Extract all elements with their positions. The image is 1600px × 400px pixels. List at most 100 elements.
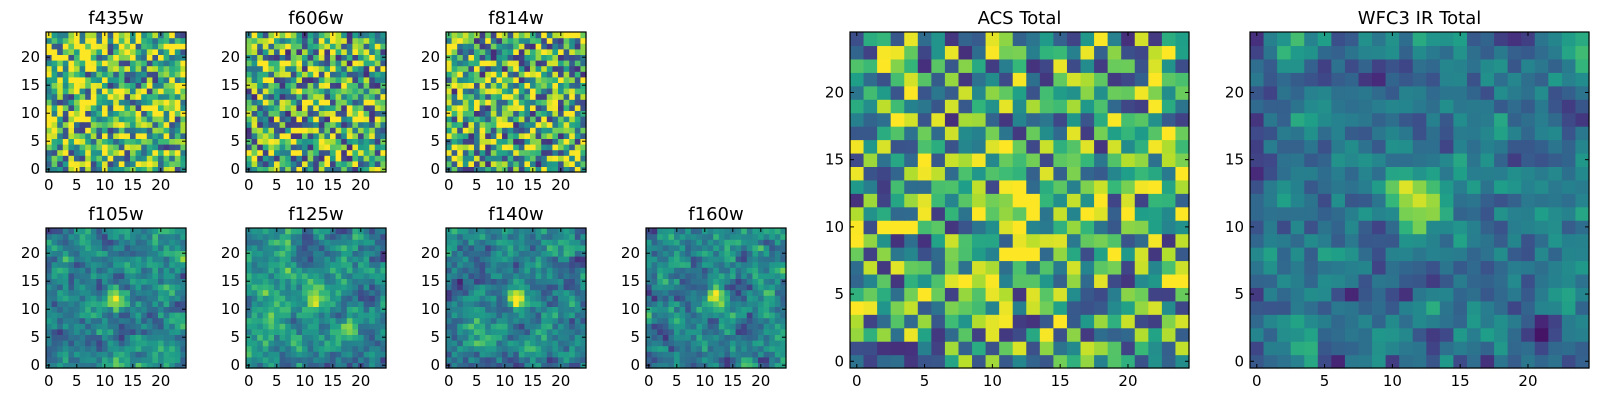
heatmap-cell	[307, 160, 314, 167]
heatmap-cell	[507, 239, 514, 246]
heatmap-cell	[130, 104, 137, 111]
heatmap-cell	[85, 289, 92, 296]
heatmap-cell	[552, 267, 559, 274]
heatmap-cell	[262, 82, 269, 89]
heatmap-cell	[302, 76, 309, 83]
heatmap-cell	[96, 256, 103, 263]
heatmap-cell	[446, 160, 453, 167]
heatmap-cell	[580, 32, 587, 39]
heatmap-cell	[307, 76, 314, 83]
heatmap-cell	[330, 43, 337, 50]
heatmap-cell	[741, 328, 748, 335]
heatmap-cell	[552, 76, 559, 83]
heatmap-cell	[485, 317, 492, 324]
heatmap-cell	[363, 71, 370, 78]
heatmap-cell	[735, 256, 742, 263]
heatmap-cell	[79, 284, 86, 291]
heatmap-cell	[62, 351, 69, 358]
heatmap-cell	[257, 110, 264, 117]
heatmap-cell	[457, 37, 464, 44]
heatmap-cell	[1161, 233, 1177, 248]
heatmap-cell	[718, 239, 725, 246]
heatmap-cell	[152, 43, 159, 50]
heatmap-cell	[758, 317, 765, 324]
heatmap-cell	[302, 88, 309, 95]
heatmap-cell	[352, 233, 359, 240]
heatmap-cell	[85, 104, 92, 111]
heatmap-cell	[468, 116, 475, 123]
heatmap-cell	[451, 295, 458, 302]
heatmap-cell	[274, 149, 281, 156]
heatmap-cell	[146, 300, 153, 307]
heatmap-cell	[307, 132, 314, 139]
heatmap-cell	[1121, 193, 1136, 208]
heatmap-cell	[113, 43, 120, 50]
heatmap-cell	[90, 121, 97, 128]
heatmap-cell	[580, 356, 587, 363]
heatmap-cell	[490, 93, 497, 100]
heatmap-cell	[1107, 206, 1122, 221]
heatmap-cell	[646, 284, 653, 291]
heatmap-cell	[524, 340, 531, 347]
heatmap-cell	[68, 71, 75, 78]
heatmap-cell	[113, 340, 120, 347]
heatmap-cell	[462, 82, 469, 89]
x-tick-label: 5	[272, 372, 282, 390]
heatmap-cell	[769, 261, 776, 268]
heatmap-cell	[146, 323, 153, 330]
heatmap-cell	[169, 155, 176, 162]
heatmap-cell	[358, 351, 365, 358]
heatmap-cell	[174, 32, 181, 39]
heatmap-cell	[524, 284, 531, 291]
heatmap-cell	[569, 250, 576, 257]
heatmap-cell	[341, 334, 348, 341]
heatmap-cell	[268, 345, 275, 352]
heatmap-cell	[113, 328, 120, 335]
heatmap-cell	[274, 132, 281, 139]
heatmap-cell	[985, 166, 1000, 181]
heatmap-cell	[358, 60, 365, 67]
heatmap-cell	[774, 228, 781, 235]
heatmap-cell	[118, 144, 125, 151]
heatmap-cell	[290, 127, 297, 134]
heatmap-cell	[169, 362, 176, 369]
heatmap-cell	[541, 144, 548, 151]
heatmap-cell	[57, 71, 64, 78]
heatmap-cell	[313, 144, 320, 151]
heatmap-cell	[646, 323, 653, 330]
heatmap-cell	[307, 250, 314, 257]
heatmap-cell	[57, 82, 64, 89]
heatmap-cell	[341, 132, 348, 139]
heatmap-cell	[696, 345, 703, 352]
heatmap-cell	[330, 149, 337, 156]
heatmap-cell	[646, 295, 653, 302]
heatmap-cell	[485, 99, 492, 106]
heatmap-cell	[707, 239, 714, 246]
heatmap-cell	[341, 82, 348, 89]
heatmap-cell	[307, 284, 314, 291]
heatmap-cell	[68, 43, 75, 50]
heatmap-cell	[904, 233, 919, 248]
heatmap-cell	[850, 233, 865, 248]
heatmap-cell	[374, 239, 381, 246]
heatmap-cell	[741, 356, 748, 363]
heatmap-cell	[79, 267, 86, 274]
heatmap-cell	[735, 233, 742, 240]
heatmap-cell	[518, 233, 525, 240]
heatmap-cell	[462, 362, 469, 369]
heatmap-cell	[558, 284, 565, 291]
heatmap-cell	[679, 284, 686, 291]
heatmap-cell	[490, 110, 497, 117]
heatmap-cell	[85, 121, 92, 128]
heatmap-cell	[513, 32, 520, 39]
heatmap-cell	[696, 267, 703, 274]
heatmap-cell	[490, 284, 497, 291]
heatmap-cell	[468, 272, 475, 279]
heatmap-cell	[574, 138, 581, 145]
heatmap-cell	[113, 334, 120, 341]
heatmap-cell	[574, 317, 581, 324]
heatmap-cell	[124, 351, 131, 358]
heatmap-cell	[62, 317, 69, 324]
heatmap-cell	[96, 239, 103, 246]
heatmap-cell	[257, 149, 264, 156]
